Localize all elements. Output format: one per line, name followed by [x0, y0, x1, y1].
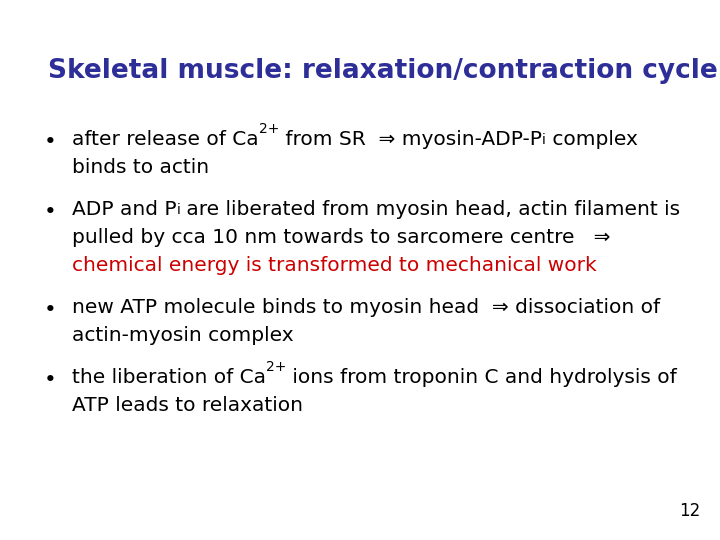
Text: 2+: 2+: [266, 360, 287, 374]
Text: ATP leads to relaxation: ATP leads to relaxation: [72, 396, 303, 415]
Text: •: •: [44, 300, 57, 320]
Text: are liberated from myosin head, actin filament is: are liberated from myosin head, actin fi…: [181, 200, 680, 219]
Text: ADP and P: ADP and P: [72, 200, 176, 219]
Text: •: •: [44, 202, 57, 222]
Text: •: •: [44, 370, 57, 390]
Text: new ATP molecule binds to myosin head  ⇒ dissociation of: new ATP molecule binds to myosin head ⇒ …: [72, 298, 660, 317]
Text: chemical energy is transformed to mechanical work: chemical energy is transformed to mechan…: [72, 256, 597, 275]
Text: Skeletal muscle: relaxation/contraction cycle: Skeletal muscle: relaxation/contraction …: [48, 58, 718, 84]
Text: •: •: [44, 132, 57, 152]
Text: binds to actin: binds to actin: [72, 158, 209, 177]
Text: the liberation of Ca: the liberation of Ca: [72, 368, 266, 387]
Text: i: i: [542, 133, 546, 146]
Text: complex: complex: [546, 130, 638, 149]
Text: after release of Ca: after release of Ca: [72, 130, 258, 149]
Text: pulled by cca 10 nm towards to sarcomere centre   ⇒: pulled by cca 10 nm towards to sarcomere…: [72, 228, 611, 247]
Text: from SR  ⇒ myosin-ADP-P: from SR ⇒ myosin-ADP-P: [279, 130, 542, 149]
Text: 2+: 2+: [258, 122, 279, 136]
Text: i: i: [176, 202, 181, 217]
Text: 12: 12: [679, 502, 700, 520]
Text: actin-myosin complex: actin-myosin complex: [72, 326, 294, 345]
Text: ions from troponin C and hydrolysis of: ions from troponin C and hydrolysis of: [287, 368, 677, 387]
